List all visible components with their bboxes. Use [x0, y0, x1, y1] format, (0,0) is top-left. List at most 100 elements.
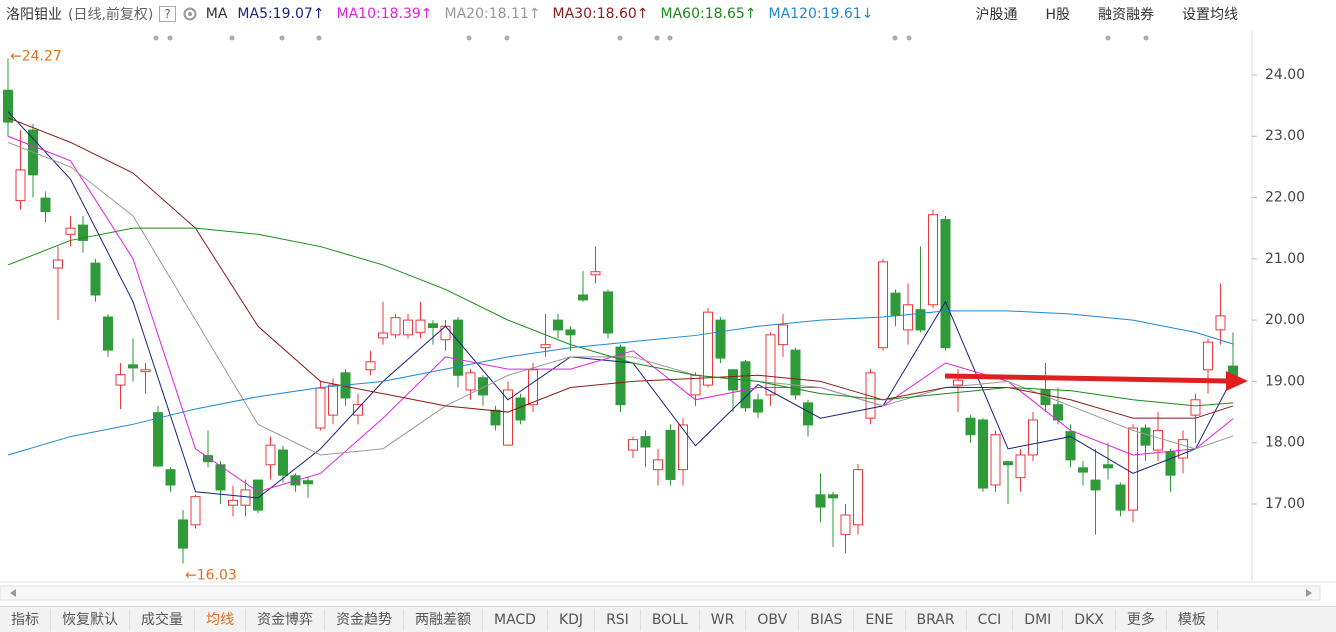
tab[interactable]: 成交量: [130, 608, 195, 631]
tab[interactable]: DKX: [1063, 608, 1116, 631]
candle-body: [653, 459, 663, 471]
candle-body: [115, 374, 126, 386]
candle-body: [540, 344, 551, 349]
candle-body: [365, 361, 376, 371]
candle-body: [228, 499, 238, 506]
legend-entry[interactable]: MA20:18.11↑: [444, 6, 541, 22]
candle-body: [315, 387, 326, 429]
candle-body: [1153, 429, 1163, 451]
candle-body: [815, 494, 826, 508]
ma-line: [7, 141, 1234, 456]
tab[interactable]: CCI: [967, 608, 1014, 631]
candle-body: [553, 319, 563, 331]
legend-entry[interactable]: MA60:18.65↑: [660, 6, 757, 22]
candle-body: [203, 455, 213, 463]
candle-body: [753, 399, 763, 413]
candle-body: [940, 219, 951, 349]
tab[interactable]: 两融差额: [404, 608, 483, 631]
candle-body: [428, 323, 438, 328]
red-arrow: [944, 371, 1248, 391]
candle-body: [303, 480, 313, 485]
legend-entry[interactable]: MA10:18.39↑: [336, 6, 433, 22]
tab[interactable]: BRAR: [906, 608, 967, 631]
candle-body: [590, 271, 601, 276]
tab[interactable]: BIAS: [799, 608, 855, 631]
candle-body: [603, 291, 613, 334]
candle-body: [128, 364, 138, 369]
y-tick-label: 23.00: [1265, 128, 1305, 144]
tab[interactable]: 更多: [1116, 608, 1167, 631]
tab[interactable]: RSI: [595, 608, 641, 631]
candle-body: [1028, 419, 1038, 456]
tab[interactable]: 资金趋势: [325, 608, 404, 631]
toolbar-right: 沪股通 H股 融资融券 设置均线: [953, 0, 1244, 28]
tab[interactable]: 均线: [195, 608, 246, 631]
y-tick-label: 18.00: [1265, 435, 1305, 451]
tab[interactable]: 模板: [1167, 608, 1218, 631]
candle-body: [1165, 451, 1176, 476]
tab[interactable]: 恢复默认: [51, 608, 130, 631]
settings-icon[interactable]: [182, 6, 198, 22]
candle-body: [453, 319, 463, 376]
ma-line: [7, 117, 1234, 419]
y-tick-label: 19.00: [1265, 373, 1305, 389]
y-tick-label: 20.00: [1265, 312, 1305, 328]
indicator-tabs: 指标 恢复默认 成交量 均线 资金博弈 资金趋势 两融差额 MACD KDJ RSI BOLL WR O…: [0, 606, 1336, 632]
candle-body: [153, 412, 163, 467]
scrollbar[interactable]: [0, 585, 1321, 601]
tab[interactable]: BOLL: [641, 608, 700, 631]
candle-body: [278, 449, 288, 476]
candle-body: [1178, 439, 1188, 459]
candle-body: [240, 489, 251, 506]
legend-entry[interactable]: MA5:19.07↑: [237, 6, 325, 22]
toolbar-item[interactable]: 设置均线: [1182, 7, 1238, 23]
candle-body: [165, 469, 176, 486]
candle-body: [378, 332, 388, 339]
candle-body: [1015, 454, 1026, 479]
legend-entry[interactable]: MA30:18.60↑: [552, 6, 649, 22]
candle-body: [878, 261, 888, 349]
tab[interactable]: KDJ: [548, 608, 596, 631]
candle-body: [1065, 431, 1076, 461]
candle-body: [765, 334, 776, 396]
candle-body: [978, 419, 988, 489]
candle-body: [703, 311, 713, 386]
candle-body: [265, 444, 276, 466]
candle-body: [178, 519, 188, 549]
tab[interactable]: OBV: [746, 608, 800, 631]
candle-body: [78, 224, 88, 241]
candle-body: [490, 409, 501, 426]
candle-body: [3, 89, 13, 123]
toolbar-item[interactable]: 融资融券: [1098, 7, 1154, 23]
legend-entry[interactable]: MA120:19.61↓: [768, 6, 874, 22]
stock-name: 洛阳钼业: [6, 7, 62, 23]
candle-body: [215, 464, 226, 491]
candle-body: [640, 436, 651, 448]
candle-body: [778, 324, 788, 346]
tab[interactable]: MACD: [483, 608, 548, 631]
tab[interactable]: WR: [700, 608, 747, 631]
candle-body: [1103, 464, 1113, 469]
toolbar-item[interactable]: 沪股通: [975, 7, 1018, 23]
candle-body: [1003, 461, 1013, 466]
candle-body: [928, 214, 938, 306]
toolbar-item[interactable]: H股: [1045, 7, 1070, 23]
tab[interactable]: 资金博弈: [246, 608, 325, 631]
tab[interactable]: ENE: [854, 608, 906, 631]
tab[interactable]: 指标: [0, 608, 51, 631]
candle-body: [1128, 427, 1138, 511]
ma-label: MA: [205, 6, 228, 22]
candle-body: [865, 372, 876, 419]
candle-body: [65, 227, 76, 235]
candle-body: [853, 469, 863, 526]
ma-line: [7, 111, 1234, 499]
help-button[interactable]: ?: [159, 6, 176, 22]
y-tick-label: 24.00: [1265, 67, 1305, 83]
candle-body: [565, 329, 576, 336]
candle-body: [715, 319, 726, 359]
mode: (日线,前复权): [68, 7, 154, 23]
candle-body: [1190, 399, 1201, 416]
tab[interactable]: DMI: [1013, 608, 1064, 631]
candle-body: [615, 346, 626, 406]
candle-body: [803, 402, 813, 426]
